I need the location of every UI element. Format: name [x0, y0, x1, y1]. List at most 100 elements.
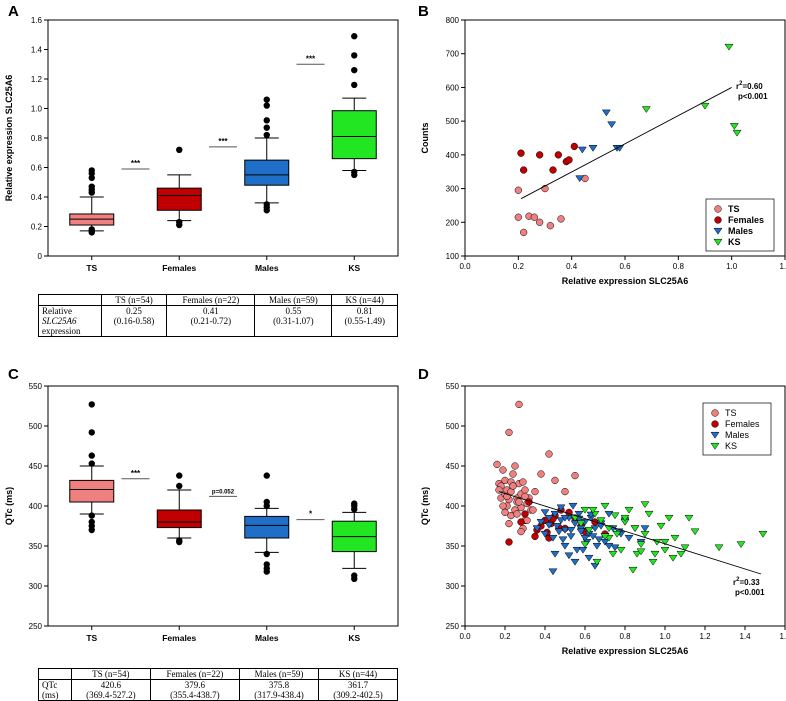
data-point	[758, 530, 768, 538]
x-category-label: TS	[86, 263, 97, 273]
outlier-point	[263, 201, 270, 208]
outlier-point	[176, 218, 183, 226]
table-c-qtc: TS (n=54) Females (n=22) Males (n=59) KS…	[38, 668, 399, 701]
data-point	[630, 525, 640, 533]
data-point	[711, 409, 719, 417]
outlier-point	[263, 131, 270, 139]
data-point	[499, 502, 507, 510]
x-tick-label: 1.4	[739, 632, 751, 641]
data-point	[680, 544, 690, 552]
table-header-cell: Males (n=59)	[254, 294, 333, 306]
data-point	[580, 541, 590, 549]
box-males	[244, 515, 290, 539]
regression-line	[520, 87, 732, 200]
y-tick-label: 350	[446, 542, 460, 551]
data-point	[650, 550, 660, 558]
chart-b-scatter: 100 200 300 400 500 600 700 800 Counts 0.0 0.2 0.4 0…	[420, 16, 786, 286]
p-value-label: p<0.001	[738, 92, 768, 101]
y-tick-label: 1.6	[31, 16, 43, 25]
data-point	[670, 534, 680, 542]
data-point	[729, 123, 739, 130]
r-squared-label: r2=0.60	[736, 81, 763, 91]
table-cell: 420.6 (369.4-527.2)	[70, 679, 151, 701]
data-point	[576, 528, 586, 536]
legend-label-males: Males	[728, 226, 753, 236]
y-tick-label: 600	[446, 83, 460, 92]
data-point	[515, 498, 523, 506]
outlier-point	[263, 472, 270, 479]
table-header-cell: KS (n=44)	[331, 294, 398, 306]
table-cell: 0.81 (0.55-1.49)	[331, 305, 398, 337]
data-point	[523, 516, 531, 525]
data-point	[592, 542, 602, 550]
data-point	[636, 541, 646, 549]
data-point	[610, 512, 620, 520]
legend-label-ts: TS	[728, 204, 740, 214]
data-point	[572, 546, 582, 554]
outlier-point	[88, 401, 95, 408]
outlier-point	[263, 102, 270, 109]
x-axis-title: Relative expression SLC25A6	[562, 276, 689, 286]
table-cell: 0.55 (0.31-1.07)	[254, 305, 333, 337]
data-point	[664, 514, 674, 522]
data-point	[570, 558, 580, 566]
data-point	[656, 522, 666, 530]
y-tick-label: 350	[29, 542, 43, 551]
data-point	[600, 533, 610, 541]
data-point	[531, 532, 539, 541]
data-point	[641, 106, 651, 113]
data-point	[552, 522, 562, 530]
y-tick-label: 450	[29, 462, 43, 471]
y-tick-label: 0.2	[31, 223, 43, 232]
significance-label: ***	[306, 54, 316, 63]
data-point	[660, 538, 670, 546]
data-point	[714, 205, 722, 213]
panel-label-a: A	[8, 3, 19, 20]
y-tick-label: 500	[446, 422, 460, 431]
y-tick-label: 550	[446, 382, 460, 391]
regression-line	[498, 491, 762, 575]
x-category-label: Females	[162, 633, 196, 643]
significance-label: p=0.052	[212, 489, 235, 495]
y-axis-title: Counts	[420, 123, 430, 154]
x-tick-label: 1.0	[726, 262, 738, 271]
data-point	[588, 506, 598, 514]
data-point	[570, 142, 578, 151]
table-header-cell: Females (n=22)	[149, 668, 241, 680]
table-row: Relative SLC25A6 expression 0.25 (0.16-0.…	[38, 305, 398, 337]
data-point	[514, 213, 522, 221]
data-point	[600, 502, 610, 510]
data-point	[537, 470, 545, 478]
data-point	[505, 428, 513, 437]
legend-label-females: Females	[728, 215, 764, 225]
table-cell: 0.41 (0.21-0.72)	[166, 305, 256, 337]
x-tick-label: 1.6	[779, 632, 786, 641]
chart-d-scatter: 250 300 350 400 450 500 550 QTc (ms) 0.0 0.2 0.4 0.…	[420, 382, 786, 656]
x-tick-label: 0.6	[579, 632, 591, 641]
data-point	[554, 151, 562, 159]
data-point	[556, 504, 566, 512]
legend-label-ts: TS	[725, 408, 737, 418]
data-point	[521, 486, 529, 494]
data-point	[640, 530, 650, 538]
data-point	[608, 550, 618, 558]
data-point	[517, 527, 525, 536]
outlier-point	[88, 460, 95, 467]
data-point	[499, 466, 507, 474]
significance-label: ***	[131, 469, 141, 478]
outlier-point	[263, 561, 270, 568]
data-point	[610, 544, 620, 552]
data-point	[640, 525, 650, 533]
data-point	[690, 528, 700, 536]
data-point	[714, 216, 722, 224]
data-point	[540, 509, 550, 517]
data-point	[551, 476, 559, 485]
data-point	[540, 530, 550, 538]
data-point	[511, 462, 519, 470]
x-category-label: KS	[348, 263, 360, 273]
y-tick-label: 100	[446, 252, 460, 261]
data-point	[564, 552, 574, 560]
y-tick-label: 400	[446, 151, 460, 160]
data-point	[604, 542, 614, 550]
y-tick-label: 700	[446, 50, 460, 59]
